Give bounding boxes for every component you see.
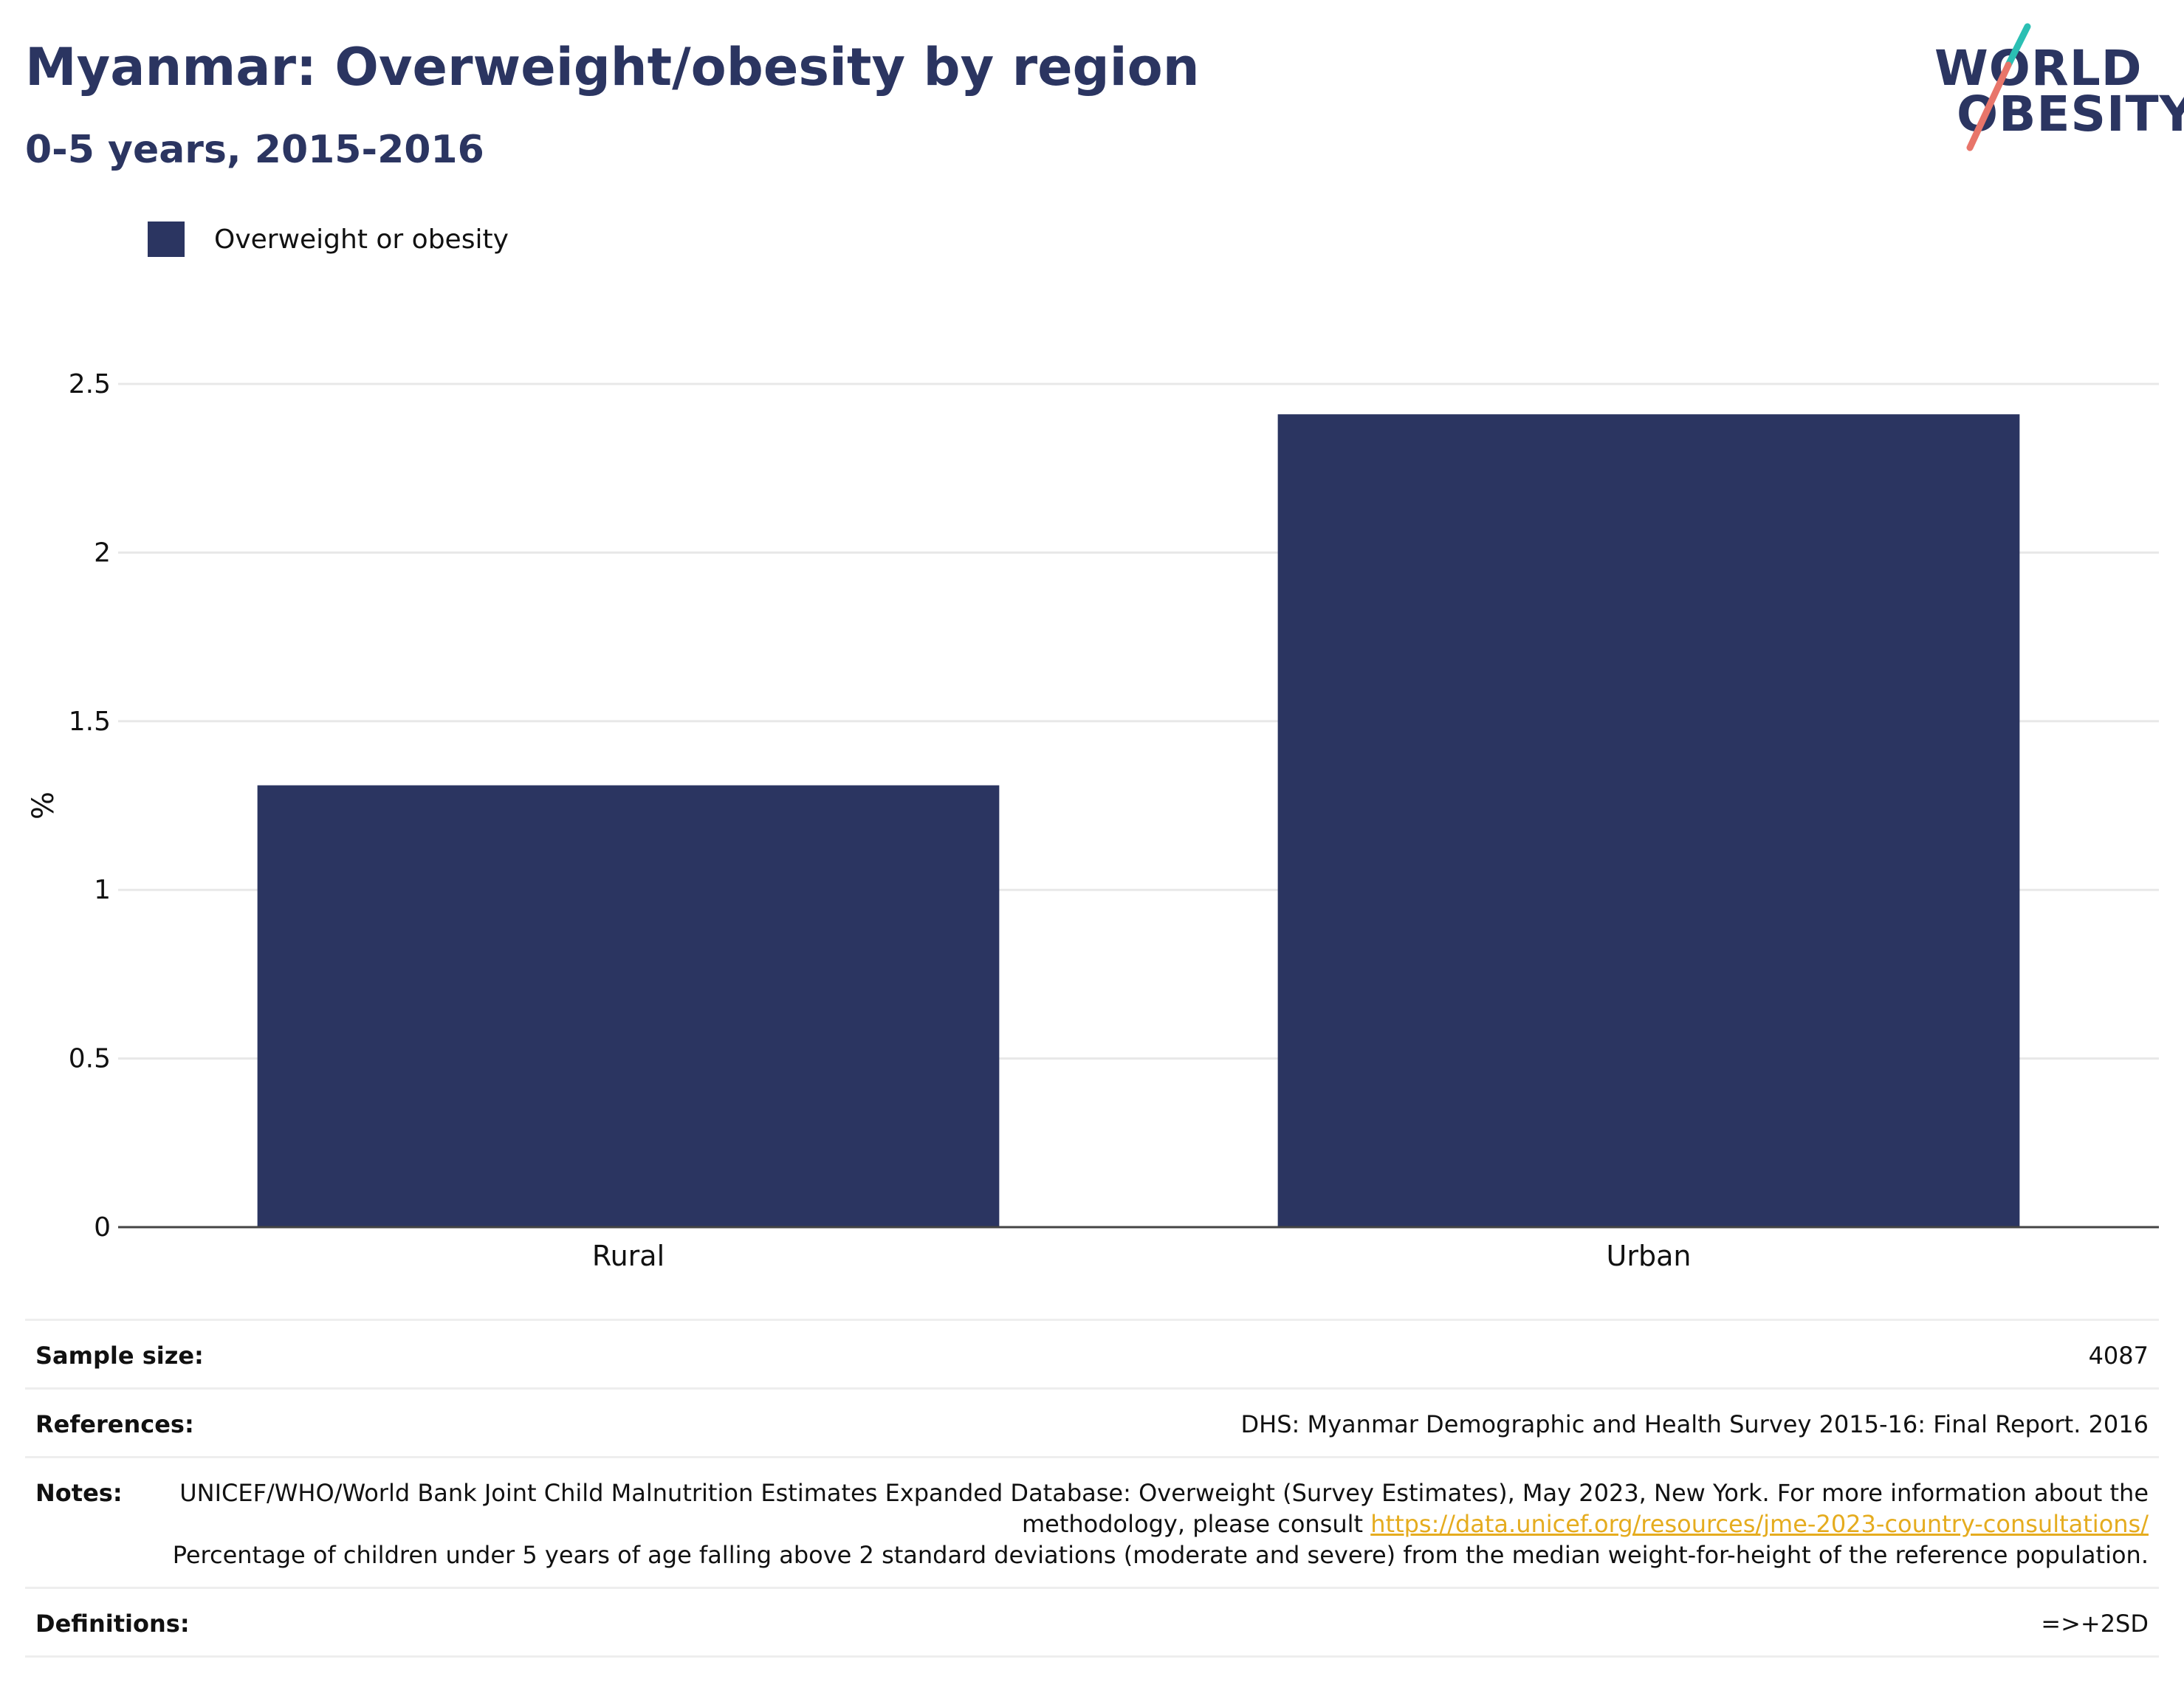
- x-tick-label: Rural: [592, 1240, 665, 1272]
- notes-value: UNICEF/WHO/World Bank Joint Child Malnut…: [167, 1477, 2149, 1570]
- definitions-row: Definitions: =>+2SD: [25, 1587, 2159, 1658]
- world-obesity-logo: WORLD OBESITY: [1920, 19, 2184, 159]
- references-row: References: DHS: Myanmar Demographic and…: [25, 1387, 2159, 1456]
- sample-size-label: Sample size:: [35, 1342, 204, 1370]
- y-tick-label: 2.5: [69, 369, 111, 399]
- notes-text-definition: Percentage of children under 5 years of …: [172, 1541, 2149, 1569]
- x-tick-label: Urban: [1607, 1240, 1692, 1272]
- legend-swatch: [148, 222, 185, 257]
- legend: Overweight or obesity: [148, 220, 509, 258]
- definitions-label: Definitions:: [35, 1610, 190, 1638]
- references-label: References:: [35, 1410, 194, 1438]
- y-axis-title: %: [27, 792, 61, 820]
- info-table: Sample size: 4087 References: DHS: Myanm…: [25, 1319, 2159, 1658]
- sample-size-value: 4087: [2088, 1342, 2149, 1370]
- notes-link[interactable]: https://data.unicef.org/resources/jme-20…: [1370, 1510, 2149, 1538]
- sample-size-row: Sample size: 4087: [25, 1319, 2159, 1387]
- logo-word-world: WORLD: [1934, 40, 2143, 97]
- notes-text: UNICEF/WHO/World Bank Joint Child Malnut…: [179, 1479, 2149, 1538]
- notes-row: Notes: UNICEF/WHO/World Bank Joint Child…: [25, 1456, 2159, 1587]
- chart-title: Myanmar: Overweight/obesity by region: [25, 37, 1200, 97]
- y-tick-label: 1.5: [69, 707, 111, 737]
- notes-label: Notes:: [35, 1479, 123, 1507]
- chart-subtitle: 0-5 years, 2015-2016: [25, 128, 484, 172]
- references-value: DHS: Myanmar Demographic and Health Surv…: [1240, 1410, 2149, 1438]
- y-tick-label: 0.5: [69, 1044, 111, 1074]
- y-tick-label: 2: [94, 538, 111, 568]
- bar: [257, 785, 1000, 1227]
- y-tick-label: 1: [94, 875, 111, 905]
- legend-label: Overweight or obesity: [214, 224, 509, 255]
- logo-slash-icon: [1966, 23, 2031, 151]
- definitions-value: =>+2SD: [2041, 1610, 2149, 1638]
- y-tick-label: 0: [94, 1212, 111, 1243]
- bar-chart: 0 0.5 1 1.5 2 2.5% Rural Urban: [27, 369, 2159, 1272]
- bar: [1277, 414, 2020, 1227]
